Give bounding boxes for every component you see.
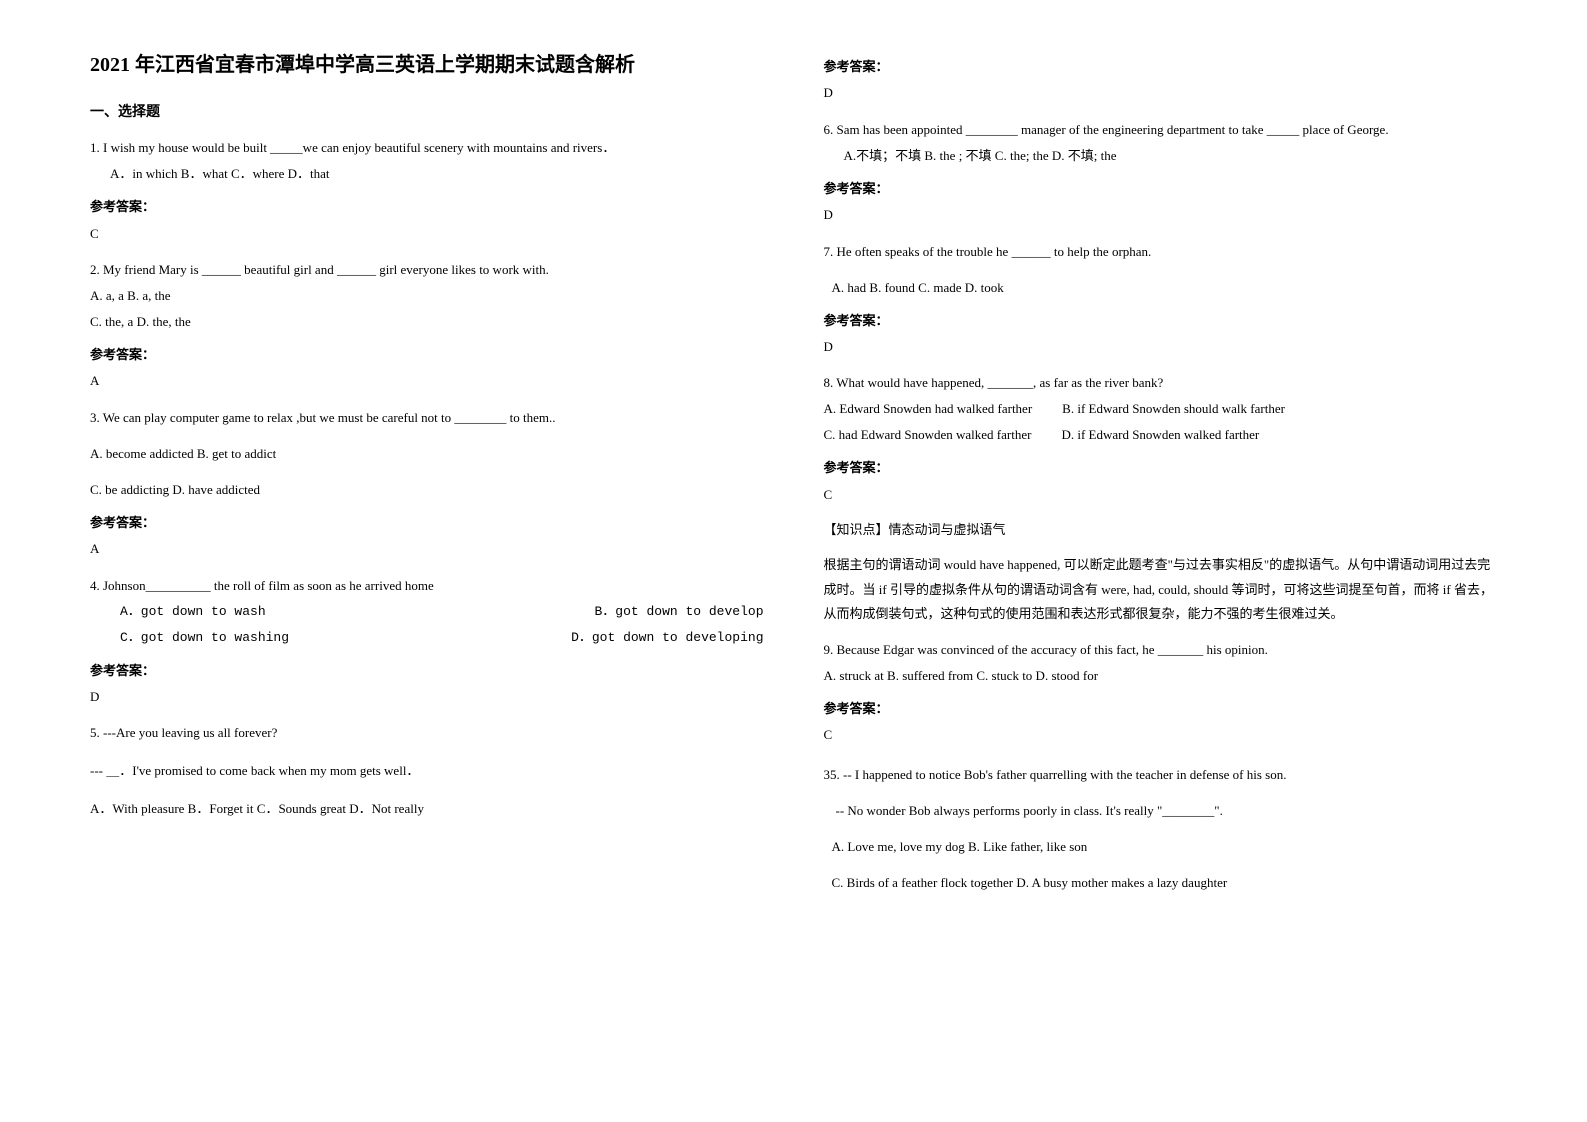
question-option: D. if Edward Snowden walked farther <box>1061 422 1259 448</box>
answer-label: 参考答案： <box>824 456 1498 479</box>
left-column: 2021 年江西省宜春市潭埠中学高三英语上学期期末试题含解析 一、选择题 1. … <box>90 50 764 1072</box>
answer-label: 参考答案： <box>824 55 1498 78</box>
question-text: 8. What would have happened, _______, as… <box>824 370 1498 396</box>
question-text: 1. I wish my house would be built _____w… <box>90 135 764 161</box>
answer-value: D <box>824 335 1498 358</box>
question-text: 2. My friend Mary is ______ beautiful gi… <box>90 257 764 283</box>
question-9: 9. Because Edgar was convinced of the ac… <box>824 637 1498 689</box>
question-option: D．got down to developing <box>571 625 763 651</box>
question-text: 7. He often speaks of the trouble he ___… <box>824 239 1498 265</box>
question-35: 35. -- I happened to notice Bob's father… <box>824 762 1498 896</box>
question-3: 3. We can play computer game to relax ,b… <box>90 405 764 503</box>
question-options: A．With pleasure B．Forget it C．Sounds gre… <box>90 796 764 822</box>
answer-label: 参考答案： <box>90 659 764 682</box>
question-options: A. Love me, love my dog B. Like father, … <box>832 834 1498 860</box>
question-6: 6. Sam has been appointed ________ manag… <box>824 117 1498 169</box>
question-options: A. had B. found C. made D. took <box>832 275 1498 301</box>
explanation-text: 根据主句的谓语动词 would have happened, 可以断定此题考查"… <box>824 553 1498 627</box>
answer-label: 参考答案： <box>824 309 1498 332</box>
section-header: 一、选择题 <box>90 100 764 125</box>
answer-value: A <box>90 369 764 392</box>
question-8: 8. What would have happened, _______, as… <box>824 370 1498 448</box>
question-option: B. if Edward Snowden should walk farther <box>1062 396 1285 422</box>
question-options: A. a, a B. a, the <box>90 283 764 309</box>
question-text: 3. We can play computer game to relax ,b… <box>90 405 764 431</box>
answer-label: 参考答案： <box>90 195 764 218</box>
question-options: A. become addicted B. get to addict <box>90 441 764 467</box>
answer-value: D <box>824 81 1498 104</box>
question-option: A. Edward Snowden had walked farther <box>824 396 1033 422</box>
answer-label: 参考答案： <box>824 697 1498 720</box>
question-options: A．in which B．what C．where D．that <box>110 161 764 187</box>
page-title: 2021 年江西省宜春市潭埠中学高三英语上学期期末试题含解析 <box>90 50 764 80</box>
answer-value: D <box>824 203 1498 226</box>
answer-label: 参考答案： <box>90 511 764 534</box>
question-option: B．got down to develop <box>594 599 763 625</box>
answer-value: D <box>90 685 764 708</box>
question-option: C．got down to washing <box>120 625 289 651</box>
question-options: C. Birds of a feather flock together D. … <box>832 870 1498 896</box>
answer-label: 参考答案： <box>90 343 764 366</box>
question-option: A．got down to wash <box>120 599 266 625</box>
question-options: C. be addicting D. have addicted <box>90 477 764 503</box>
question-text: 6. Sam has been appointed ________ manag… <box>824 117 1498 143</box>
answer-label: 参考答案： <box>824 177 1498 200</box>
question-option: C. had Edward Snowden walked farther <box>824 422 1032 448</box>
answer-value: A <box>90 537 764 560</box>
question-options: C. the, a D. the, the <box>90 309 764 335</box>
explanation-title: 【知识点】情态动词与虚拟语气 <box>824 518 1498 543</box>
answer-value: C <box>824 483 1498 506</box>
question-text: 4. Johnson__________ the roll of film as… <box>90 573 764 599</box>
answer-value: C <box>90 222 764 245</box>
question-text: -- No wonder Bob always performs poorly … <box>836 798 1498 824</box>
question-5: 5. ---Are you leaving us all forever? --… <box>90 720 764 822</box>
question-text: 5. ---Are you leaving us all forever? <box>90 720 764 746</box>
question-text: 35. -- I happened to notice Bob's father… <box>824 762 1498 788</box>
question-options: A.不填；不填 B. the ; 不填 C. the; the D. 不填; t… <box>844 143 1498 169</box>
question-text: --- ＿．I've promised to come back when my… <box>90 758 764 784</box>
question-2: 2. My friend Mary is ______ beautiful gi… <box>90 257 764 335</box>
right-column: 参考答案： D 6. Sam has been appointed ______… <box>824 50 1498 1072</box>
question-1: 1. I wish my house would be built _____w… <box>90 135 764 187</box>
question-4: 4. Johnson__________ the roll of film as… <box>90 573 764 651</box>
question-7: 7. He often speaks of the trouble he ___… <box>824 239 1498 301</box>
question-options: A. struck at B. suffered from C. stuck t… <box>824 663 1498 689</box>
question-text: 9. Because Edgar was convinced of the ac… <box>824 637 1498 663</box>
answer-value: C <box>824 723 1498 746</box>
